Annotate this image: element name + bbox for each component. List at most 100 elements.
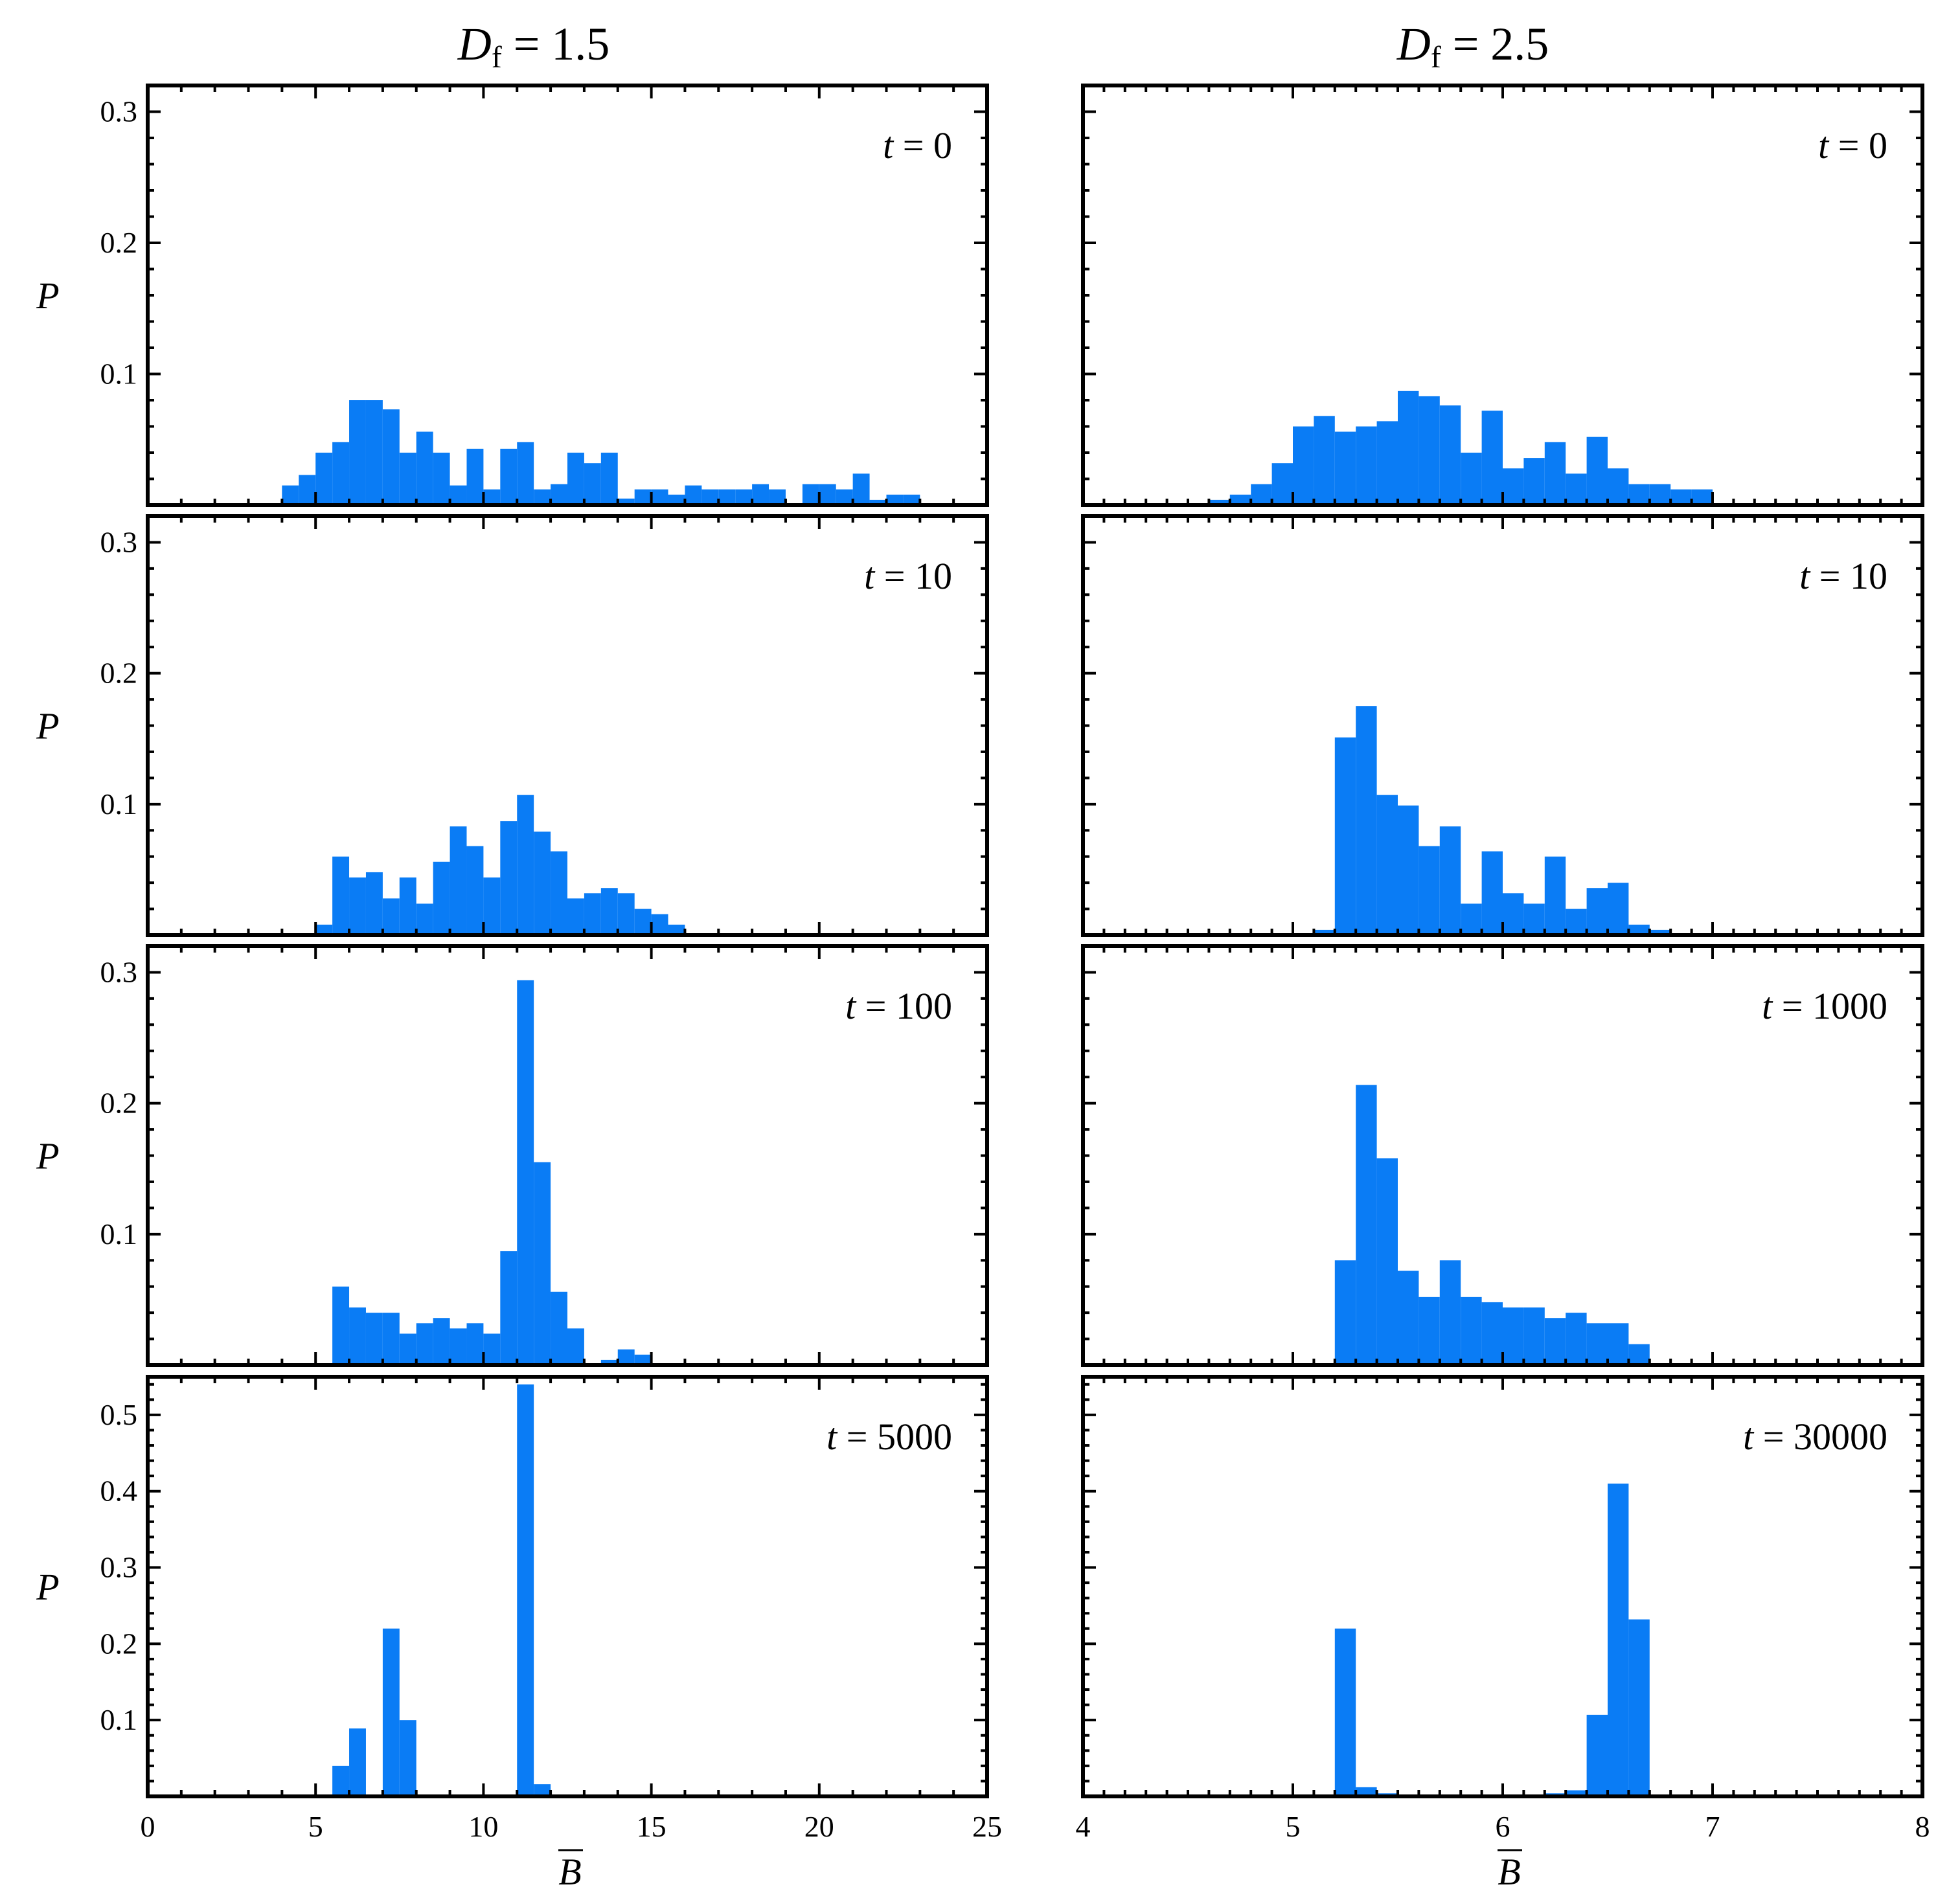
x-tick-label: 4 [1076,1810,1091,1843]
histogram-bar [584,463,601,505]
histogram-bar [1334,431,1356,505]
time-value: = 30000 [1753,1416,1887,1458]
x-tick-label: 5 [1286,1810,1301,1843]
histogram-bar [886,494,904,505]
time-annotation: t = 0 [1818,124,1887,166]
time-annotation: t = 1000 [1762,985,1887,1027]
histogram-bar [1608,1483,1629,1796]
histogram-bar [567,1328,584,1365]
histogram-bar [1503,468,1524,505]
histogram-bar [551,851,567,935]
histogram-bar [1419,846,1440,935]
histogram-bar [332,442,350,505]
histogram-bar [416,431,433,505]
bars [315,795,685,935]
histogram-bar [1670,489,1692,505]
y-tick-label: 0.3 [100,95,138,128]
histogram-bar [1608,883,1629,935]
histogram-bar [1419,396,1440,505]
histogram-bar [483,877,501,935]
histogram-bar [332,1765,350,1796]
histogram-bar [1229,494,1251,505]
histogram-bar [651,914,668,935]
histogram-bar [1628,1344,1650,1365]
histogram-bar [1419,1296,1440,1365]
histogram-panel: t = 0 [1081,84,1924,507]
histogram-bar [634,489,652,505]
histogram-bar [500,448,518,505]
histogram-bar [517,442,534,505]
histogram-bar [349,1307,366,1365]
histogram-bar [517,795,534,935]
histogram-bar [382,409,400,505]
histogram-panel: t = 1000 [1081,944,1924,1367]
histogram-bar [299,475,316,505]
y-tick-label: 0.3 [100,1551,138,1584]
time-variable: t [1799,555,1811,597]
x-tick-label: 10 [468,1810,498,1843]
time-variable: t [1762,985,1773,1027]
histogram-bar [1314,929,1335,935]
x-axis-label-right: B [1498,1851,1520,1893]
x-tick-label: 5 [308,1810,323,1843]
time-variable: t [845,985,857,1027]
histogram-bar [1271,463,1293,505]
time-annotation: t = 5000 [826,1416,952,1458]
y-tick-label: 0.2 [100,1087,138,1120]
histogram-bar [349,1728,366,1796]
histogram-bar [382,1628,400,1796]
histogram-bar [332,856,350,935]
histogram-panel: t = 30000 4 5 6 7 8 [1076,1375,1930,1843]
histogram-bar [1356,1787,1377,1796]
histogram-bar [450,826,467,935]
bars [1334,1483,1650,1796]
histogram-bar [500,1251,518,1365]
histogram-bar [1503,893,1524,935]
histogram-bar [551,1291,567,1365]
histogram-bar [651,489,668,505]
histogram-bar [517,1384,534,1796]
histogram-bar [600,1359,618,1365]
histogram-bar [466,1323,484,1365]
histogram-bar [399,1333,416,1365]
x-tick-label: 15 [637,1810,667,1843]
bars [282,400,920,505]
histogram-bar [869,499,887,505]
bars [1314,706,1671,935]
x-axis-labels: B B [558,1849,1522,1893]
histogram-bar [1566,1790,1587,1796]
histogram-bar [1334,737,1356,935]
histogram-bar [1481,1302,1503,1365]
histogram-bar [365,1313,383,1365]
histogram-bar [1439,405,1461,505]
histogram-bar [466,448,484,505]
time-value: = 0 [893,124,952,166]
histogram-bar [399,1720,416,1796]
histogram-bar [416,903,433,935]
histogram-bar [600,453,618,505]
histogram-bar [1608,1323,1629,1365]
histogram-bar [668,494,685,505]
histogram-bar [466,846,484,935]
title-rest: = 1.5 [502,18,610,70]
histogram-bar [1544,442,1566,505]
y-tick-label: 0.1 [100,1217,138,1250]
histogram-bar [365,872,383,935]
x-tick-label: 0 [141,1810,155,1843]
bars [1209,390,1713,505]
histogram-bar [735,489,753,505]
histogram-bar [1566,473,1587,505]
histogram-bar [600,888,618,935]
y-tick-label: 0.3 [100,955,138,988]
column-titles: Df = 1.5 Df = 2.5 [457,18,1549,74]
histogram-bar [1649,484,1671,505]
histogram-bar [617,498,635,505]
histogram-bar [1461,1296,1482,1365]
y-axis-label: P [36,1566,59,1608]
histogram-bar [433,453,450,505]
histogram-bar [551,484,567,505]
histogram-bar [1628,484,1650,505]
histogram-bar [1608,468,1629,505]
histogram-bar [1398,805,1419,935]
time-annotation: t = 10 [1799,555,1887,597]
